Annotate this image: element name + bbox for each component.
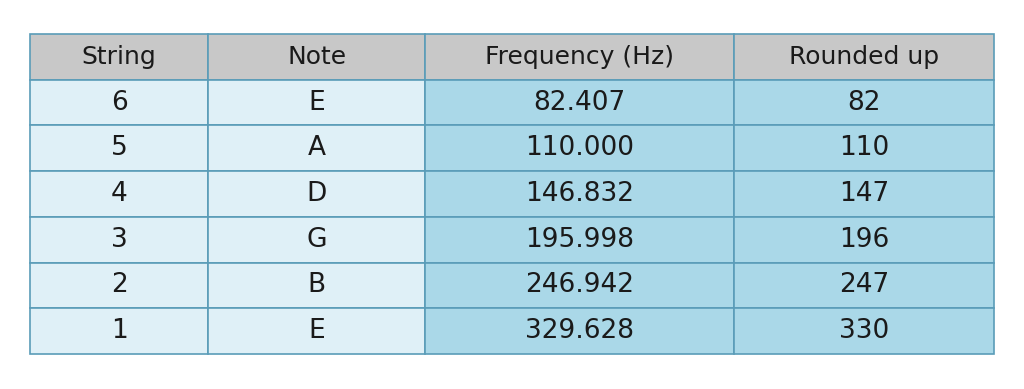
Text: 5: 5 — [111, 135, 128, 161]
Text: B: B — [308, 272, 326, 298]
Text: E: E — [308, 89, 325, 116]
Text: 196: 196 — [839, 227, 889, 253]
Bar — [425, 308, 734, 354]
Bar — [30, 308, 208, 354]
Text: Frequency (Hz): Frequency (Hz) — [485, 45, 674, 69]
Text: D: D — [306, 181, 327, 207]
Bar — [425, 263, 734, 308]
Text: 4: 4 — [111, 181, 128, 207]
Text: 1: 1 — [111, 318, 128, 344]
Bar — [734, 217, 994, 263]
Text: 146.832: 146.832 — [525, 181, 634, 207]
Bar — [208, 34, 425, 80]
Text: 195.998: 195.998 — [525, 227, 634, 253]
Bar — [30, 217, 208, 263]
Bar — [208, 171, 425, 217]
Text: 82: 82 — [847, 89, 881, 116]
Bar — [30, 80, 208, 125]
Bar — [734, 34, 994, 80]
Text: 110.000: 110.000 — [525, 135, 634, 161]
Bar — [425, 171, 734, 217]
Bar — [734, 80, 994, 125]
Text: A: A — [308, 135, 326, 161]
Text: Note: Note — [287, 45, 346, 69]
Bar — [734, 263, 994, 308]
Text: 110: 110 — [839, 135, 889, 161]
Bar — [208, 125, 425, 171]
Bar — [734, 171, 994, 217]
Bar — [425, 217, 734, 263]
Text: String: String — [82, 45, 157, 69]
Text: G: G — [306, 227, 327, 253]
Bar — [208, 308, 425, 354]
Text: 330: 330 — [839, 318, 889, 344]
Bar — [425, 125, 734, 171]
Bar — [30, 34, 208, 80]
Text: 82.407: 82.407 — [534, 89, 626, 116]
Text: 3: 3 — [111, 227, 128, 253]
Bar — [208, 217, 425, 263]
Text: 247: 247 — [839, 272, 889, 298]
Bar — [30, 125, 208, 171]
Bar — [734, 125, 994, 171]
Bar — [425, 34, 734, 80]
Text: 2: 2 — [111, 272, 128, 298]
Bar — [208, 80, 425, 125]
Bar — [30, 171, 208, 217]
Text: 147: 147 — [839, 181, 889, 207]
Text: 6: 6 — [111, 89, 128, 116]
Text: 329.628: 329.628 — [525, 318, 634, 344]
Text: E: E — [308, 318, 325, 344]
Bar — [208, 263, 425, 308]
Bar — [30, 263, 208, 308]
Text: Rounded up: Rounded up — [788, 45, 939, 69]
Bar — [425, 80, 734, 125]
Bar — [734, 308, 994, 354]
Text: 246.942: 246.942 — [525, 272, 634, 298]
